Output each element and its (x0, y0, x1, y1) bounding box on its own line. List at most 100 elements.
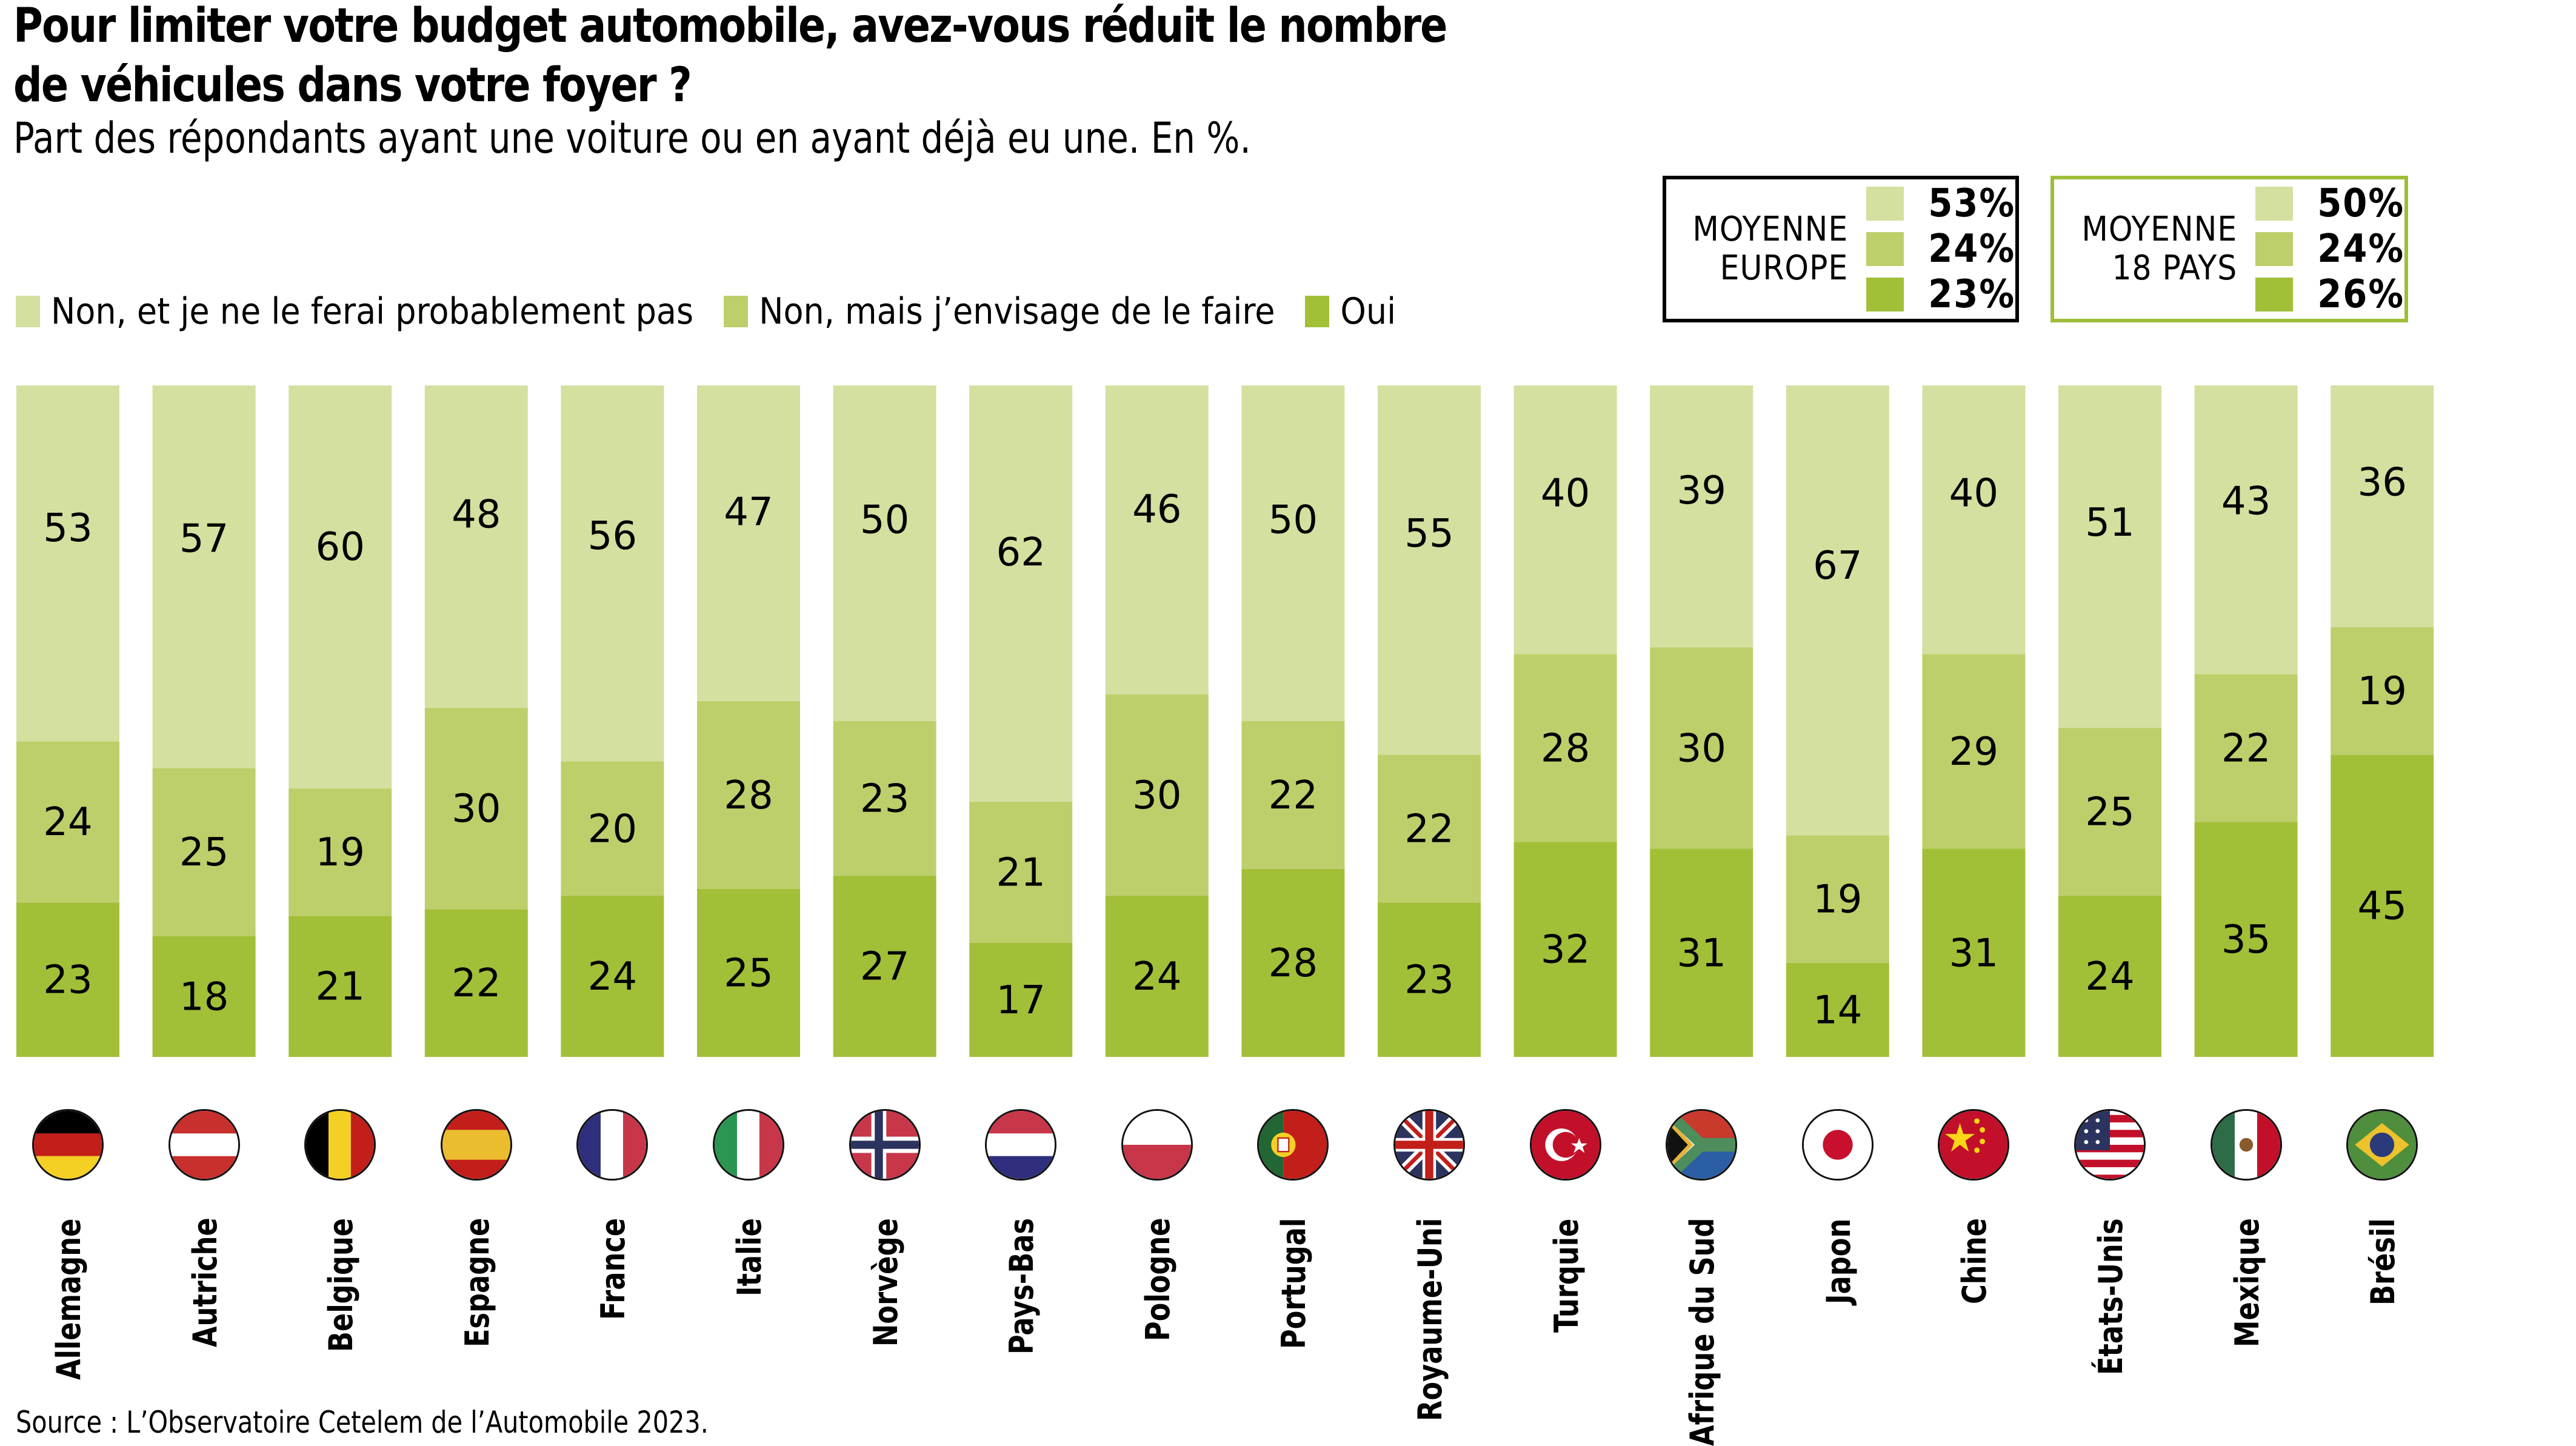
bar-segment-oui (1105, 896, 1209, 1057)
bar-segment-non-jamais (2058, 385, 2161, 728)
data-label: 24 (43, 800, 92, 845)
bar-segment-non-jamais (697, 385, 800, 701)
country-label: Mexique (2227, 1218, 2266, 1348)
bar-segment-non-envisage (1786, 835, 1889, 963)
bar-segment-oui (1378, 902, 1481, 1057)
bar-segment-non-envisage (16, 741, 119, 903)
country-label: Chine (1955, 1218, 1994, 1304)
data-label: 18 (179, 975, 229, 1019)
data-label: 14 (1813, 988, 1862, 1033)
bar-segment-non-jamais (969, 385, 1073, 802)
flag-poland-icon (1121, 1109, 1193, 1181)
data-label: 53 (43, 506, 92, 551)
average-label-line: MOYENNE (1692, 210, 1849, 249)
flag-belgium-icon (304, 1109, 376, 1181)
data-label: 22 (2221, 726, 2271, 771)
bar-segment-non-envisage (2194, 674, 2298, 822)
data-label: 23 (860, 776, 909, 821)
data-label: 32 (1541, 928, 1590, 973)
flag-netherlands-icon (985, 1109, 1057, 1181)
bar-segment-non-jamais (152, 385, 256, 768)
data-label: 20 (588, 807, 637, 851)
flag-usa-icon (2074, 1109, 2146, 1181)
average-value: 24% (1928, 227, 2015, 272)
bar-segment-oui (833, 875, 936, 1057)
legend-swatch (724, 296, 749, 327)
flag-portugal-icon (1257, 1109, 1329, 1181)
flag-china-icon (1938, 1109, 2010, 1181)
average-europe-box: MOYENNE EUROPE 53% 24% 23% (1663, 176, 2019, 322)
average-row: 23% (1866, 272, 2015, 318)
flag-spain-icon (440, 1109, 512, 1181)
bar-segment-non-envisage (152, 768, 256, 936)
data-label: 22 (1269, 773, 1318, 818)
average-swatch (2255, 187, 2294, 221)
data-label: 57 (179, 517, 229, 562)
flag-norway-icon (849, 1109, 921, 1181)
bar-segment-non-envisage (561, 761, 664, 896)
data-label: 22 (1404, 807, 1453, 851)
data-label: 27 (860, 944, 909, 989)
bar-segment-non-jamais (1513, 385, 1617, 655)
bar-segment-oui (1786, 962, 1889, 1057)
bar-segment-non-jamais (424, 385, 528, 708)
bar-segment-non-envisage (1378, 755, 1481, 903)
data-label: 46 (1132, 487, 1181, 532)
data-label: 40 (1541, 471, 1590, 516)
bar-segment-oui (2331, 755, 2434, 1057)
bar-segment-non-envisage (697, 701, 800, 889)
data-label: 23 (1404, 958, 1453, 1003)
country-label: Royaume-Uni (1411, 1218, 1449, 1421)
bar-segment-non-envisage (1241, 721, 1345, 869)
bar-segment-oui (424, 909, 528, 1057)
bar-segment-non-envisage (969, 801, 1073, 943)
bar-segment-non-envisage (1650, 647, 1753, 849)
average-row: 24% (2255, 227, 2404, 272)
legend-item-non-jamais: Non, et je ne le ferai probablement pas (16, 290, 693, 333)
legend-label: Non, mais j’envisage de le faire (759, 290, 1275, 333)
data-label: 55 (1404, 511, 1453, 556)
data-label: 24 (2085, 955, 2134, 999)
data-label: 39 (1677, 468, 1726, 513)
data-label: 51 (2085, 501, 2134, 545)
average-value: 53% (1928, 181, 2015, 226)
country-label: Turquie (1547, 1218, 1586, 1333)
flag-mexico-icon (2210, 1109, 2282, 1181)
data-label: 56 (588, 514, 637, 559)
average-swatch (1866, 187, 1904, 221)
bar-segment-oui (1650, 848, 1753, 1057)
average-swatch (1866, 278, 1904, 312)
country-label: Espagne (458, 1218, 496, 1348)
data-label: 28 (1541, 726, 1590, 771)
bar-segment-non-jamais (561, 385, 664, 762)
bar-segment-non-jamais (1105, 385, 1209, 695)
chart-subtitle: Part des répondants ayant une voiture ou… (13, 113, 1251, 163)
data-label: 28 (1269, 941, 1318, 986)
bar-segment-oui (1922, 848, 2026, 1057)
average-label-line: MOYENNE (2081, 210, 2238, 249)
flag-japan-icon (1801, 1109, 1874, 1181)
bar-segment-non-jamais (833, 385, 936, 721)
country-label: Japon (1819, 1218, 1858, 1304)
data-label: 24 (1132, 955, 1181, 999)
data-label: 48 (452, 493, 501, 538)
bar-segment-oui (1513, 842, 1617, 1057)
bar-segment-non-jamais (2331, 385, 2434, 627)
source-note: Source : L’Observatoire Cetelem de l’Aut… (16, 1405, 709, 1440)
average-value: 23% (1928, 272, 2015, 317)
bar-segment-non-envisage (424, 707, 528, 910)
bar-segment-non-envisage (2058, 728, 2161, 896)
average-swatch (2255, 278, 2294, 312)
average-value: 26% (2317, 272, 2404, 317)
bar-segment-oui (289, 916, 392, 1057)
flag-austria-icon (168, 1109, 240, 1181)
bar-segment-non-jamais (16, 385, 119, 742)
data-label: 30 (452, 787, 501, 831)
stacked-bar-chart: 23 24 53 18 25 57 21 19 60 22 30 48 24 20 56 25 28 47 27 23… (16, 385, 2434, 1057)
bar-segment-non-envisage (833, 721, 936, 876)
country-label: Allemagne (50, 1218, 88, 1380)
average-label-line: EUROPE (1720, 248, 1849, 288)
legend-swatch (1305, 296, 1330, 327)
data-label: 25 (179, 830, 229, 875)
bar-segment-oui (561, 896, 664, 1057)
